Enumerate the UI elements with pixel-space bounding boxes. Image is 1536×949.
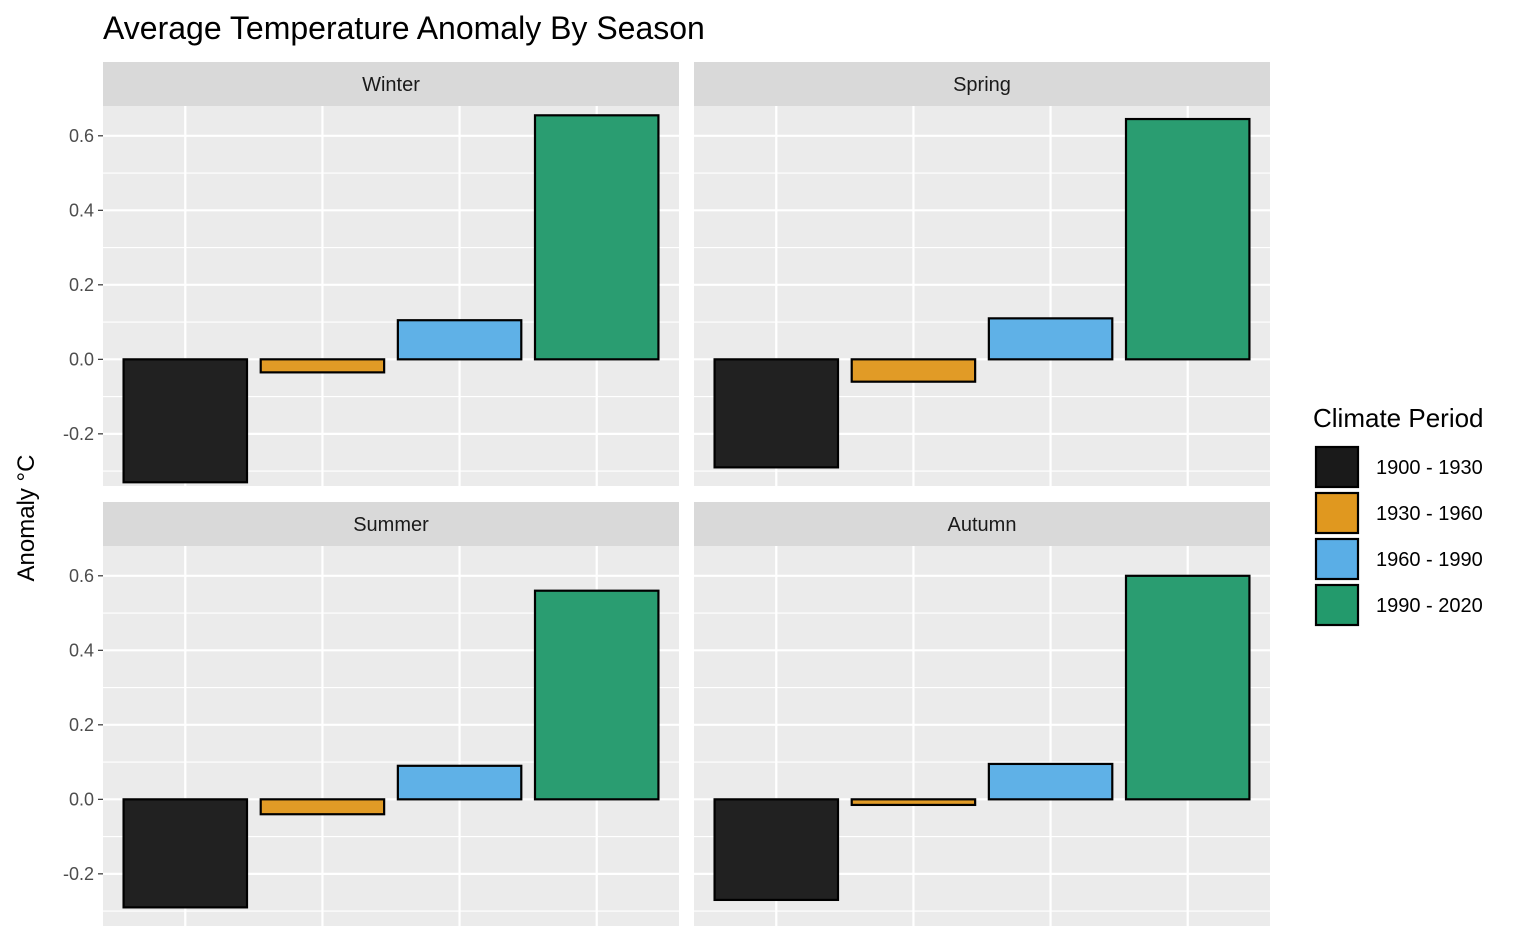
legend-label: 1930 - 1960: [1376, 503, 1483, 525]
facet-panel-autumn: Autumn: [694, 502, 1270, 926]
legend-label: 1900 - 1930: [1376, 457, 1483, 479]
bar-autumn-4: [1124, 574, 1251, 801]
bar-summer-4: [533, 589, 660, 801]
facet-panel-summer: Summer -0.2 0.0 0.2 0.4 0.6: [63, 502, 679, 926]
facet-strip-autumn: [694, 502, 1270, 546]
facet-strip-label: Summer: [353, 514, 429, 536]
facet-strip-label: Spring: [953, 74, 1011, 96]
legend-item: 1900 - 1930: [1314, 445, 1483, 489]
legend-label: 1990 - 2020: [1376, 595, 1483, 617]
bar-summer-2: [259, 798, 386, 816]
bar-autumn-3: [987, 762, 1114, 801]
legend: Climate Period 1900 - 1930 1930 - 1960 196…: [1313, 403, 1484, 627]
y-tick-label: -0.2: [63, 424, 94, 444]
y-tick-label: 0.6: [69, 126, 94, 146]
legend-item: 1930 - 1960: [1314, 491, 1483, 535]
legend-item: 1960 - 1990: [1314, 537, 1483, 581]
y-axis-title: Anomaly °C: [13, 455, 40, 582]
y-tick-label: 0.0: [69, 349, 94, 369]
bar-summer-1: [122, 798, 249, 909]
y-tick-label: 0.4: [69, 640, 94, 660]
facet-strip-label: Autumn: [948, 514, 1017, 536]
facet-strip-spring: [694, 62, 1270, 106]
y-tick-label: 0.0: [69, 789, 94, 809]
bar-spring-3: [987, 317, 1114, 361]
legend-swatch: [1314, 583, 1360, 627]
y-tick-label: 0.6: [69, 566, 94, 586]
chart-title: Average Temperature Anomaly By Season: [103, 10, 705, 46]
bar-spring-4: [1124, 117, 1251, 361]
legend-item: 1990 - 2020: [1314, 583, 1483, 627]
y-tick-label: -0.2: [63, 864, 94, 884]
legend-title: Climate Period: [1313, 403, 1484, 433]
bar-winter-2: [259, 358, 386, 374]
bar-winter-3: [396, 319, 523, 361]
bar-spring-1: [713, 358, 840, 469]
facet-panel-winter: Winter -0.2 0.0 0.2 0.4 0.6: [63, 62, 679, 486]
bar-autumn-2: [850, 798, 977, 807]
bar-summer-3: [396, 764, 523, 801]
facet-strip-summer: [103, 502, 679, 546]
legend-swatch: [1314, 491, 1360, 535]
y-tick-label: 0.2: [69, 275, 94, 295]
legend-label: 1960 - 1990: [1376, 549, 1483, 571]
bar-winter-1: [122, 358, 249, 484]
bar-autumn-1: [713, 798, 840, 902]
facet-strip-winter: [103, 62, 679, 106]
y-tick-label: 0.2: [69, 715, 94, 735]
legend-swatch: [1314, 537, 1360, 581]
facet-panel-spring: Spring: [694, 62, 1270, 486]
y-tick-label: 0.4: [69, 200, 94, 220]
facet-panels: Winter -0.2 0.0 0.2 0.4 0.6 Spring Summer -0.2 0.…: [63, 62, 1270, 926]
bar-winter-4: [533, 114, 660, 361]
legend-swatch: [1314, 445, 1360, 489]
bar-spring-2: [850, 358, 977, 383]
facet-strip-label: Winter: [362, 74, 420, 96]
